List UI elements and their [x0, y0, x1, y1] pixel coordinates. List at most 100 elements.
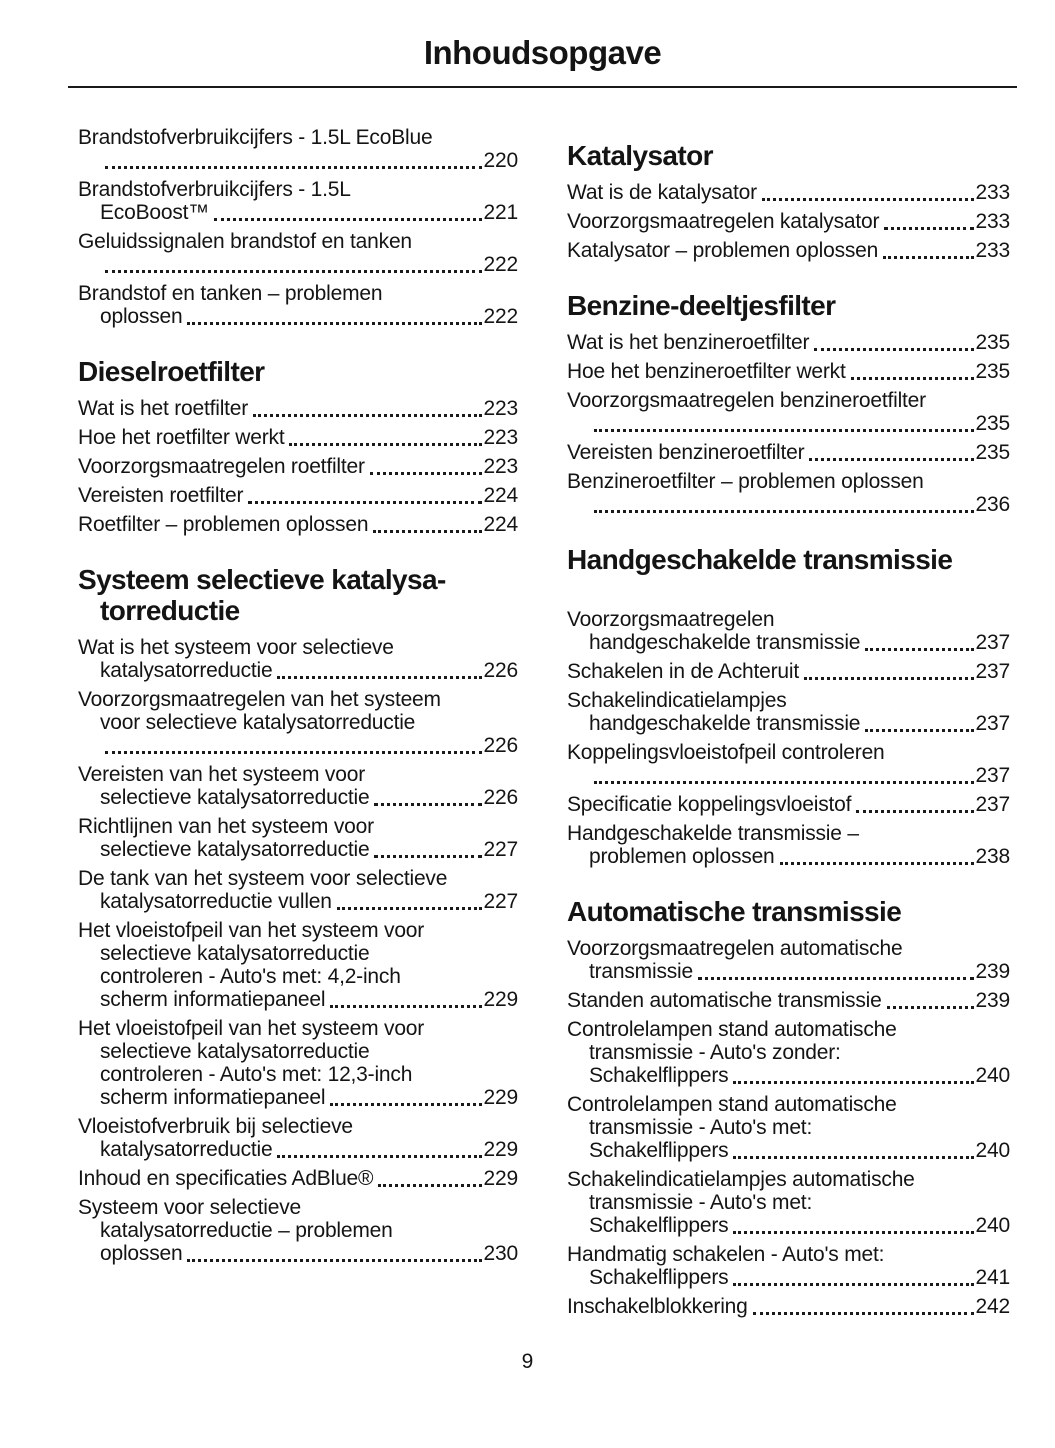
toc-entry: Vloeistofverbruik bij selectieve katalysa… [78, 1115, 518, 1161]
toc-page-ref: 239 [975, 960, 1011, 983]
dot-leader [761, 181, 974, 204]
dot-leader [214, 201, 483, 224]
toc-entry: Vereisten roetfilter 224 [78, 484, 518, 507]
toc-entry-text-line: Het vloeistofpeil van het systeem voor [78, 919, 425, 942]
toc-entry-leader-line: 226 [78, 734, 518, 757]
page-header: Inhoudsopgave [68, 0, 1017, 88]
toc-page-ref: 241 [975, 1266, 1011, 1289]
dot-leader [187, 305, 482, 328]
toc-entry-text: Voorzorgsmaatregelen roetfilter [78, 455, 365, 478]
dot-leader [253, 397, 483, 420]
toc-entry-leader-line: Specificatie koppelingsvloeistof 237 [567, 793, 1010, 816]
section-heading: Automatische transmissie [567, 896, 1010, 927]
toc-entry-leader-line: oplossen 222 [78, 305, 518, 328]
toc-entry-text: handgeschakelde transmissie [589, 631, 861, 654]
toc-entry: De tank van het systeem voor selectieve k… [78, 867, 518, 913]
section-heading-line: Benzine-deeltjesfilter [567, 290, 836, 321]
section-heading-line: Systeem selectieve katalysa- [78, 564, 446, 595]
toc-entry-leader-line: katalysatorreductie 229 [78, 1138, 518, 1161]
section-heading: Benzine-deeltjesfilter [567, 290, 1010, 321]
toc-entry-text-line: Koppelingsvloeistofpeil controleren [567, 741, 885, 764]
toc-page-ref: 222 [483, 305, 519, 328]
toc-entry: Handmatig schakelen - Auto's met: Schakel… [567, 1243, 1010, 1289]
toc-page-ref: 227 [483, 890, 519, 913]
toc-entry-text: Standen automatische transmissie [567, 989, 882, 1012]
toc-entry-text-line: Vloeistofverbruik bij selectieve [78, 1115, 353, 1138]
toc-entry-text: oplossen [100, 305, 183, 328]
toc-page-ref: 226 [483, 734, 519, 757]
dot-leader [752, 1295, 974, 1318]
toc-page-ref: 226 [483, 659, 519, 682]
section-heading-line: Automatische transmissie [567, 896, 902, 927]
toc-entry-leader-line: Schakelflippers 240 [567, 1064, 1010, 1087]
toc-entry: Wat is het roetfilter 223 [78, 397, 518, 420]
toc-page-ref: 223 [483, 455, 519, 478]
toc-entry-leader-line: Inhoud en specificaties AdBlue® 229 [78, 1167, 518, 1190]
toc-entry-leader-line: Schakelen in de Achteruit 237 [567, 660, 1010, 683]
toc-entry-leader-line: Voorzorgsmaatregelen roetfilter 223 [78, 455, 518, 478]
toc-entry-leader-line: Schakelflippers 240 [567, 1214, 1010, 1237]
toc-entry-text: Katalysator – problemen oplossen [567, 239, 879, 262]
toc-entry-text: katalysatorreductie [100, 659, 273, 682]
dot-leader [733, 1139, 974, 1162]
section-heading-line: torreductie [100, 595, 240, 626]
dot-leader [336, 890, 482, 913]
toc-entry-leader-line: oplossen 230 [78, 1242, 518, 1265]
toc-page-ref: 229 [483, 988, 519, 1011]
dot-leader [733, 1064, 974, 1087]
toc-section: Brandstofverbruikcijfers - 1.5L EcoBlue 2… [78, 126, 518, 328]
toc-entry-leader-line: 237 [567, 764, 1010, 787]
dot-leader [248, 484, 482, 507]
toc-entry: Voorzorgsmaatregelen roetfilter 223 [78, 455, 518, 478]
toc-section: Automatische transmissie Voorzorgsmaatreg… [567, 896, 1010, 1318]
section-heading: Systeem selectieve katalysa-torreductie [78, 564, 518, 626]
toc-entry-text: Hoe het roetfilter werkt [78, 426, 285, 449]
toc-entry-text-line: Voorzorgsmaatregelen automatische [567, 937, 903, 960]
toc-entry: Voorzorgsmaatregelen handgeschakelde tran… [567, 608, 1010, 654]
toc-entry-text-line: Systeem voor selectieve [78, 1196, 301, 1219]
dot-leader [594, 493, 974, 516]
toc-entry-text-line: Schakelindicatielampjes automatische [567, 1168, 915, 1191]
toc-entry: Standen automatische transmissie 239 [567, 989, 1010, 1012]
toc-entry-leader-line: 235 [567, 412, 1010, 435]
toc-entry-text-line: Benzineroetfilter – problemen oplossen [567, 470, 924, 493]
toc-entry: Het vloeistofpeil van het systeem voor se… [78, 1017, 518, 1109]
dot-leader [277, 659, 482, 682]
dot-leader [289, 426, 482, 449]
toc-entry-leader-line: Schakelflippers 240 [567, 1139, 1010, 1162]
toc-entry-text: oplossen [100, 1242, 183, 1265]
toc-page-ref: 230 [483, 1242, 519, 1265]
toc-page-ref: 237 [975, 631, 1011, 654]
toc-section: Benzine-deeltjesfilter Wat is het benzine… [567, 290, 1010, 516]
dot-leader [330, 1086, 482, 1109]
toc-entry-text: katalysatorreductie [100, 1138, 273, 1161]
toc-entry-leader-line: Standen automatische transmissie 239 [567, 989, 1010, 1012]
section-heading-line: Handgeschakelde transmissie [567, 544, 953, 575]
toc-entry: Specificatie koppelingsvloeistof 237 [567, 793, 1010, 816]
toc-entry-leader-line: 236 [567, 493, 1010, 516]
toc-page-ref: 240 [975, 1214, 1011, 1237]
toc-entry: Controlelampen stand automatische transmi… [567, 1093, 1010, 1162]
dot-leader [733, 1214, 974, 1237]
toc-entry: Controlelampen stand automatische transmi… [567, 1018, 1010, 1087]
toc-entry-text: Wat is het roetfilter [78, 397, 249, 420]
toc-page-ref: 238 [975, 845, 1011, 868]
toc-entry-text-line: Controlelampen stand automatische [567, 1018, 897, 1041]
toc-column: Brandstofverbruikcijfers - 1.5L EcoBlue 2… [78, 126, 518, 1271]
section-heading: Handgeschakelde transmissie [567, 544, 1010, 575]
toc-page-ref: 229 [483, 1138, 519, 1161]
toc-entry: Het vloeistofpeil van het systeem voor se… [78, 919, 518, 1011]
toc-entry-text-line: transmissie - Auto's zonder: [589, 1041, 841, 1064]
dot-leader [856, 793, 974, 816]
toc-page-ref: 240 [975, 1139, 1011, 1162]
toc-entry: Benzineroetfilter – problemen oplossen 23… [567, 470, 1010, 516]
toc-entry-text: Inschakelblokkering [567, 1295, 748, 1318]
toc-section: Dieselroetfilter Wat is het roetfilter 223… [78, 356, 518, 536]
toc-entry-text-line: Wat is het systeem voor selectieve [78, 636, 394, 659]
toc-page-ref: 223 [483, 397, 519, 420]
dot-leader [105, 734, 482, 757]
toc-entry-text-line: transmissie - Auto's met: [589, 1191, 813, 1214]
toc-page-ref: 223 [483, 426, 519, 449]
toc-entry-leader-line: Voorzorgsmaatregelen katalysator 233 [567, 210, 1010, 233]
toc-page-ref: 235 [975, 360, 1011, 383]
